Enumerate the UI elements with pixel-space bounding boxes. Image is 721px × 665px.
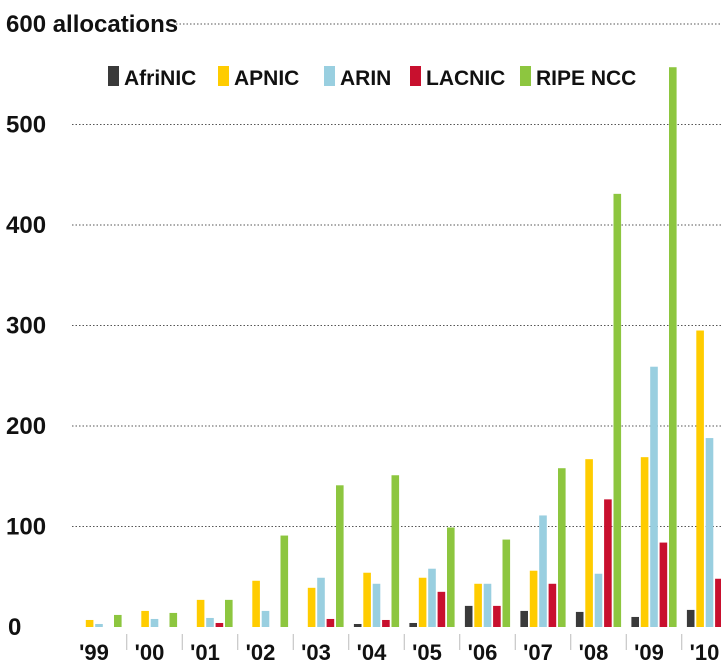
legend-swatch — [324, 66, 335, 86]
bar-afrinic — [353, 623, 362, 627]
x-tick-label: '09 — [634, 640, 664, 665]
legend-swatch — [410, 66, 421, 86]
bar-ripe-ncc — [114, 614, 122, 627]
bar-arin — [206, 617, 214, 627]
bar-lacnic — [548, 583, 557, 627]
bar-arin — [317, 577, 325, 627]
bar-arin — [150, 618, 159, 627]
bar-ripe-ncc — [613, 193, 622, 627]
x-tick-label: '99 — [79, 640, 109, 665]
legend: AfriNIC APNIC ARIN LACNIC RIPE NCC — [108, 66, 636, 90]
bar-apnic — [363, 572, 371, 627]
y-tick-label: 0 — [8, 614, 21, 641]
y-tick-label: 500 — [6, 112, 46, 139]
bar-apnic — [252, 580, 260, 627]
bar-ripe-ncc — [669, 67, 677, 628]
bar-lacnic — [659, 542, 668, 627]
bar-ripe-ncc — [225, 599, 233, 627]
x-tick-label: '07 — [523, 640, 553, 665]
bar-arin — [95, 623, 103, 627]
bar-ripe-ncc — [447, 527, 455, 627]
legend-swatch — [108, 66, 119, 86]
legend-swatch — [520, 66, 531, 86]
x-tick-label: '00 — [135, 640, 165, 665]
category-separators — [126, 634, 683, 650]
y-tick-label: 600 allocations — [6, 11, 178, 38]
bar-lacnic — [604, 499, 612, 627]
bar-apnic — [585, 459, 593, 627]
x-tick-label: '05 — [412, 640, 442, 665]
bar-lacnic — [215, 622, 224, 627]
bar-afrinic — [631, 616, 639, 627]
y-tick-label: 200 — [6, 413, 46, 440]
bar-apnic — [640, 457, 649, 627]
y-tick-label: 100 — [6, 514, 46, 541]
bar-apnic — [474, 583, 482, 627]
bar-arin — [483, 583, 492, 627]
gridlines — [72, 23, 721, 527]
bar-afrinic — [464, 605, 473, 627]
legend-label: AfriNIC — [124, 67, 196, 90]
bar-apnic — [418, 577, 427, 627]
bar-apnic — [696, 330, 704, 627]
bar-afrinic — [409, 622, 417, 627]
bar-apnic — [85, 619, 94, 627]
bar-apnic — [307, 587, 316, 627]
y-tick-label: 300 — [6, 313, 46, 340]
bar-arin — [650, 366, 658, 627]
x-tick-label: '10 — [690, 640, 720, 665]
bar-arin — [428, 568, 436, 627]
y-axis-ticks: 0 100 200 300 400 500 600 allocations — [6, 11, 178, 641]
bar-apnic — [196, 599, 205, 627]
bar-arin — [594, 573, 603, 627]
x-tick-label: '02 — [246, 640, 276, 665]
x-tick-label: '03 — [301, 640, 331, 665]
bar-arin — [372, 583, 381, 627]
x-tick-label: '01 — [190, 640, 220, 665]
bar-lacnic — [715, 578, 721, 627]
bar-ripe-ncc — [280, 535, 289, 627]
bar-arin — [705, 438, 714, 627]
bar-arin — [261, 610, 270, 627]
y-tick-label: 400 — [6, 212, 46, 239]
legend-swatch — [218, 66, 229, 86]
x-tick-label: '04 — [357, 640, 387, 665]
bar-ripe-ncc — [336, 485, 344, 627]
bar-apnic — [529, 570, 538, 627]
bar-ripe-ncc — [502, 539, 511, 627]
legend-label: RIPE NCC — [536, 67, 636, 90]
bar-ripe-ncc — [558, 468, 566, 627]
bar-afrinic — [686, 609, 695, 627]
bar-arin — [539, 515, 547, 627]
x-tick-label: '06 — [468, 640, 498, 665]
x-tick-label: '08 — [579, 640, 609, 665]
bars — [85, 67, 721, 628]
bar-ripe-ncc — [391, 475, 400, 627]
legend-label: LACNIC — [426, 67, 505, 90]
bar-lacnic — [382, 619, 390, 627]
legend-label: ARIN — [340, 67, 391, 90]
x-axis-ticks: '99 '00 '01 '02 '03 '04 '05 '06 '07 '08 '09 '10 — [79, 640, 719, 665]
bar-lacnic — [493, 605, 501, 627]
bar-afrinic — [575, 611, 584, 627]
bar-apnic — [141, 610, 149, 627]
legend-label: APNIC — [234, 67, 299, 90]
bar-lacnic — [437, 591, 446, 627]
bar-lacnic — [326, 618, 335, 627]
bar-ripe-ncc — [169, 612, 178, 627]
bar-afrinic — [520, 610, 528, 627]
